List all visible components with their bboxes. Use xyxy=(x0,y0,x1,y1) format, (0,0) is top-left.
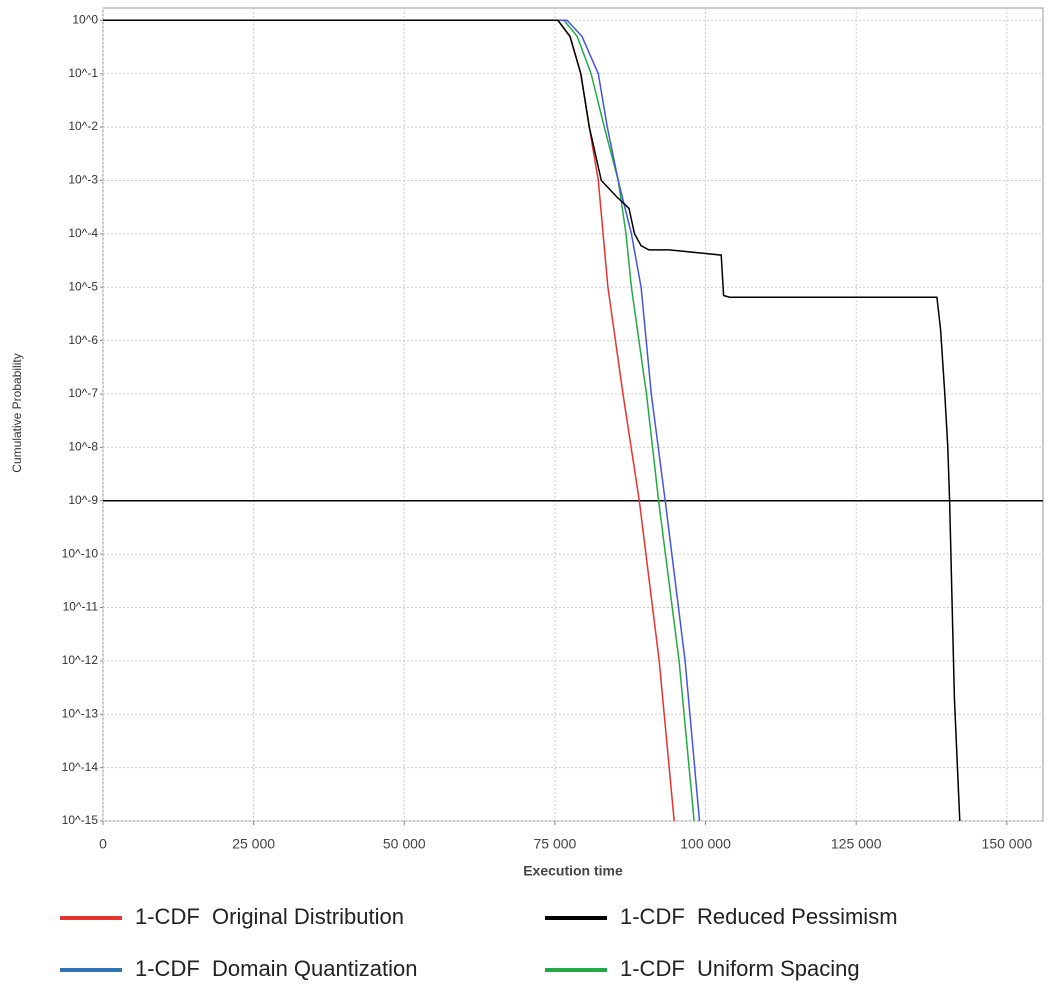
y-tick-label: 10^-7 xyxy=(68,386,98,400)
y-tick-label: 10^-9 xyxy=(68,493,98,507)
plot-area xyxy=(102,7,1044,822)
y-tick-label: 10^-14 xyxy=(62,760,99,774)
y-tick-label: 10^-6 xyxy=(68,333,98,347)
legend-label: 1-CDF Uniform Spacing xyxy=(620,956,860,981)
y-tick-label: 10^-13 xyxy=(62,706,99,720)
y-tick-label: 10^-8 xyxy=(68,440,98,454)
y-tick-label: 10^0 xyxy=(72,12,98,26)
series-line xyxy=(103,19,701,822)
y-tick-label: 10^-5 xyxy=(68,279,98,293)
y-tick-label: 10^-11 xyxy=(63,600,99,614)
x-tick-label: 150 000 xyxy=(982,836,1033,852)
y-tick-label: 10^-1 xyxy=(68,66,98,80)
y-tick-label: 10^-3 xyxy=(68,173,98,187)
x-tick-label: 0 xyxy=(99,836,107,852)
y-tick-label: 10^-15 xyxy=(62,813,99,827)
y-tick-label: 10^-10 xyxy=(62,546,99,560)
x-tick-label: 50 000 xyxy=(383,836,426,852)
series-line xyxy=(103,19,695,822)
y-tick-label: 10^-4 xyxy=(68,226,98,240)
legend-label: 1-CDF Original Distribution xyxy=(135,904,404,929)
x-tick-label: 75 000 xyxy=(534,836,577,852)
y-axis-title: Cumulative Probability xyxy=(10,353,24,472)
series-line xyxy=(103,19,961,822)
x-tick-label: 100 000 xyxy=(680,836,731,852)
y-tick-label: 10^-12 xyxy=(62,653,99,667)
legend-label: 1-CDF Domain Quantization xyxy=(135,956,417,981)
x-tick-label: 25 000 xyxy=(232,836,275,852)
x-axis-title: Execution time xyxy=(523,863,623,879)
x-tick-label: 125 000 xyxy=(831,836,882,852)
y-tick-label: 10^-2 xyxy=(68,119,98,133)
legend-label: 1-CDF Reduced Pessimism xyxy=(620,904,898,929)
